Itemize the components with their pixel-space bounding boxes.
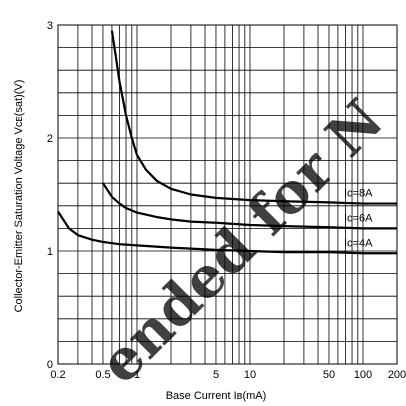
y-tick-label: 2 bbox=[47, 133, 53, 145]
x-tick-label: 100 bbox=[354, 369, 372, 381]
plot-frame bbox=[57, 24, 398, 365]
x-tick-label: 0.2 bbox=[50, 369, 65, 381]
y-tick-label: 1 bbox=[47, 246, 53, 258]
y-tick-label: 3 bbox=[47, 20, 53, 32]
x-tick-label: 10 bbox=[244, 369, 256, 381]
series-line-1 bbox=[110, 30, 397, 205]
x-tick-labels: 0.2 0.5 1 5 10 50 100 200 bbox=[50, 369, 406, 381]
x-tick-label: 200 bbox=[388, 369, 406, 381]
x-tick-label: 5 bbox=[213, 369, 219, 381]
x-tick-label: 0.5 bbox=[95, 369, 110, 381]
series-line-3 bbox=[57, 210, 397, 255]
y-tick-labels: 0 1 2 3 bbox=[47, 20, 53, 371]
curve-labels: Ic=8A Ic=6A Ic=4A bbox=[344, 188, 373, 250]
curve-label-2: Ic=6A bbox=[344, 212, 373, 224]
y-axis-label: Collector-Emitter Saturation Voltage Vᴄᴇ… bbox=[13, 80, 25, 313]
curve-label-3: Ic=4A bbox=[344, 237, 373, 249]
curves bbox=[57, 30, 397, 255]
curve-label-1: Ic=8A bbox=[344, 188, 373, 200]
y-tick-label: 0 bbox=[47, 359, 53, 371]
x-tick-label: 1 bbox=[134, 369, 140, 381]
series-line-2 bbox=[102, 182, 397, 230]
x-tick-label: 50 bbox=[323, 369, 335, 381]
x-axis-label: Base Current Iʙ(mA) bbox=[166, 390, 267, 402]
